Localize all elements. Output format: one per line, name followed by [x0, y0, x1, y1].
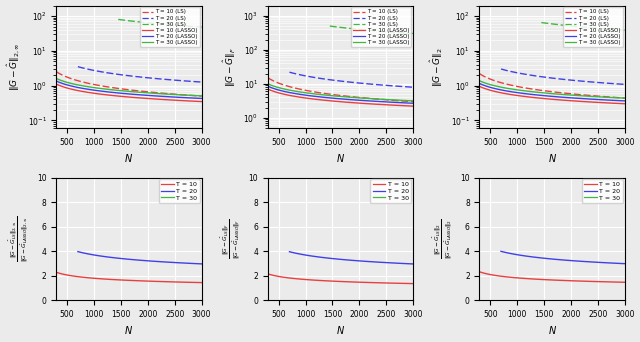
X-axis label: $N$: $N$: [336, 325, 345, 337]
Legend: T = 10, T = 20, T = 30: T = 10, T = 20, T = 30: [582, 180, 623, 203]
X-axis label: $N$: $N$: [336, 153, 345, 165]
Y-axis label: $\frac{\|G - \hat{G}_{LS}\|_2}{\|G - \hat{G}_{LASSO}\|_2}$: $\frac{\|G - \hat{G}_{LS}\|_2}{\|G - \ha…: [430, 219, 454, 259]
Y-axis label: $\|G - \hat{G}\|_{2,\infty}$: $\|G - \hat{G}\|_{2,\infty}$: [6, 43, 22, 91]
Legend: T = 10, T = 20, T = 30: T = 10, T = 20, T = 30: [371, 180, 412, 203]
Y-axis label: $\frac{\|G - \hat{G}_{LS}\|_{2,\infty}}{\|G - \hat{G}_{LASSO}\|_{2,\infty}}$: $\frac{\|G - \hat{G}_{LS}\|_{2,\infty}}{…: [7, 216, 31, 262]
Legend: T = 10 (LS), T = 20 (LS), T = 30 (LS), T = 10 (LASSO), T = 20 (LASSO), T = 30 (L: T = 10 (LS), T = 20 (LS), T = 30 (LS), T…: [563, 7, 623, 47]
Y-axis label: $\|G - \hat{G}\|_F$: $\|G - \hat{G}\|_F$: [221, 47, 237, 87]
X-axis label: $N$: $N$: [548, 325, 557, 337]
Legend: T = 10 (LS), T = 20 (LS), T = 30 (LS), T = 10 (LASSO), T = 20 (LASSO), T = 30 (L: T = 10 (LS), T = 20 (LS), T = 30 (LS), T…: [140, 7, 200, 47]
Y-axis label: $\|G - \hat{G}\|_2$: $\|G - \hat{G}\|_2$: [428, 47, 445, 87]
X-axis label: $N$: $N$: [548, 153, 557, 165]
Legend: T = 10, T = 20, T = 30: T = 10, T = 20, T = 30: [159, 180, 200, 203]
X-axis label: $N$: $N$: [125, 325, 134, 337]
Y-axis label: $\frac{\|G - \hat{G}_{LS}\|_F}{\|G - \hat{G}_{LASSO}\|_F}$: $\frac{\|G - \hat{G}_{LS}\|_F}{\|G - \ha…: [219, 219, 243, 259]
X-axis label: $N$: $N$: [125, 153, 134, 165]
Legend: T = 10 (LS), T = 20 (LS), T = 30 (LS), T = 10 (LASSO), T = 20 (LASSO), T = 30 (L: T = 10 (LS), T = 20 (LS), T = 30 (LS), T…: [351, 7, 412, 47]
